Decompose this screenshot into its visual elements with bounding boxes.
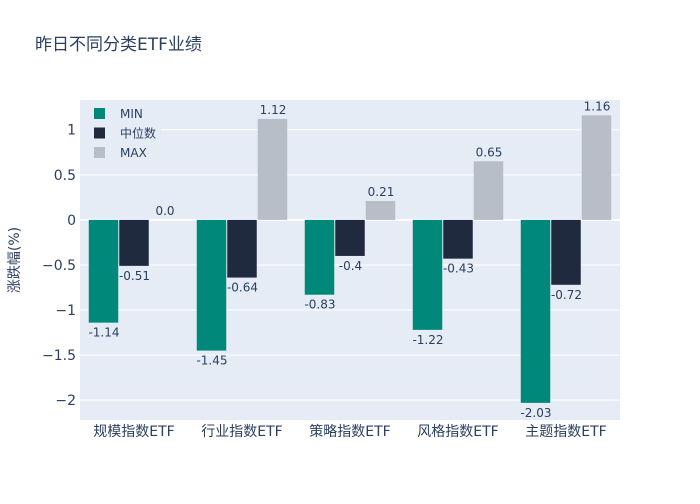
bar-MIN[interactable] [304,219,335,295]
bar-中位数[interactable] [443,219,473,259]
legend-swatch[interactable] [94,127,105,139]
data-label: -0.83 [304,298,335,312]
data-label: -1.14 [88,326,119,340]
legend-label[interactable]: MAX [120,146,147,160]
bar-MIN[interactable] [412,219,443,330]
data-label: -1.45 [196,354,227,368]
bar-MIN[interactable] [88,219,119,323]
data-label: 1.16 [584,99,611,113]
bar-MAX[interactable] [365,200,396,220]
data-label: -1.22 [412,333,443,347]
y-tick-label: 0 [67,213,76,229]
x-tick-label: 风格指数ETF [417,424,498,440]
bar-中位数[interactable] [227,219,257,278]
x-tick-label: 行业指数ETF [201,424,282,440]
bar-MAX[interactable] [581,115,612,220]
data-label: -0.4 [339,259,362,273]
data-label: -0.64 [227,281,258,295]
data-label: -2.03 [520,406,551,420]
data-label: 0.21 [368,185,395,199]
chart-title: 昨日不同分类ETF业绩 [35,35,202,55]
legend-swatch[interactable] [94,108,105,119]
data-label: -0.51 [119,269,150,283]
y-tick-label: −1.5 [42,348,76,364]
bar-MAX[interactable] [473,161,504,220]
data-label: 0.0 [155,204,174,218]
data-label: -0.43 [443,262,474,276]
bar-中位数[interactable] [119,219,149,266]
legend-swatch[interactable] [94,147,105,158]
x-tick-label: 策略指数ETF [309,423,390,440]
y-axis-label: 涨跌幅(%) [7,227,23,293]
y-tick-label: −0.5 [42,258,76,274]
bar-MAX[interactable] [257,118,288,220]
data-label: 1.12 [260,103,287,117]
data-label: -0.72 [551,288,582,302]
data-label: 0.65 [476,145,503,159]
legend-box [80,100,161,167]
bar-MIN[interactable] [520,219,551,403]
y-tick-label: 0.5 [54,168,76,184]
y-tick-label: −1 [55,303,76,319]
bar-MIN[interactable] [196,219,227,351]
bar-中位数[interactable] [551,219,581,285]
bar-中位数[interactable] [335,219,365,256]
y-tick-label: 1 [67,123,76,139]
legend-label[interactable]: MIN [120,107,143,121]
x-tick-label: 规模指数ETF [93,424,174,440]
legend-label[interactable]: 中位数 [120,126,156,141]
y-tick-label: −2 [55,393,76,409]
x-tick-label: 主题指数ETF [525,424,606,440]
